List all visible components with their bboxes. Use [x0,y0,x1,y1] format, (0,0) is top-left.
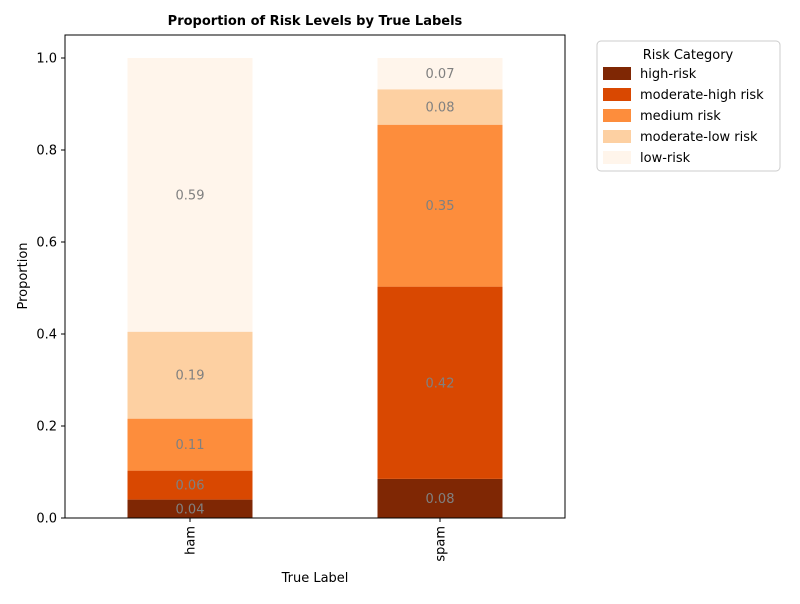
legend-swatch [603,67,631,80]
y-axis: 0.0 0.2 0.4 0.6 0.8 1.0 [36,52,65,527]
data-label: 0.06 [176,479,205,494]
legend-frame [596,40,781,172]
data-label: 0.07 [426,67,455,82]
bar-segment-spam-4 [377,58,503,90]
y-tick-label: 0.4 [36,328,57,343]
y-tick-label: 0.8 [36,144,57,159]
data-label: 0.35 [426,199,455,214]
legend-label: moderate-low risk [640,130,758,145]
data-label: 0.59 [176,188,205,203]
bar-segment-spam-2 [377,124,503,287]
legend-label: low-risk [640,151,691,166]
axes-frame [64,34,566,519]
bar-segment-ham-3 [127,331,253,419]
legend-label: moderate-high risk [640,88,764,103]
legend-swatch [603,109,631,122]
legend-swatch [603,88,631,101]
legend-title: Risk Category [643,48,734,63]
legend-swatch [603,151,631,164]
bar-segment-spam-0 [377,478,503,518]
y-tick-label: 0.2 [36,420,57,435]
y-axis-label: Proportion [16,242,31,309]
legend-label: high-risk [640,67,697,82]
bar-segment-ham-4 [127,58,253,332]
bar-segment-ham-1 [127,470,253,500]
legend-label: medium risk [640,109,721,124]
y-tick-label: 0.0 [36,512,57,527]
y-tick-label: 1.0 [36,52,57,67]
x-axis-label: True Label [281,571,349,586]
data-label: 0.08 [426,492,455,507]
y-tick-label: 0.6 [36,236,57,251]
data-label: 0.04 [176,502,205,517]
x-axis: ham spam [184,518,449,562]
legend: Risk Category high-risk moderate-high ris… [596,40,781,172]
bar-segment-spam-1 [377,286,503,479]
bar-segment-ham-0 [127,499,253,518]
data-label: 0.42 [426,376,455,391]
legend-items: high-risk moderate-high risk medium risk mo… [603,67,764,166]
data-labels-layer: 0.04 0.06 0.11 0.19 0.59 0.08 0.42 0.35 0.08 0.07 [176,67,455,517]
x-tick-label-ham: ham [184,526,199,555]
bar-segment-ham-2 [127,418,253,471]
data-label: 0.11 [176,438,205,453]
x-tick-label-spam: spam [434,526,449,562]
chart-title: Proportion of Risk Levels by True Labels [168,14,463,29]
legend-swatch [603,130,631,143]
data-label: 0.19 [176,369,205,384]
bars-layer [127,58,503,518]
data-label: 0.08 [426,100,455,115]
bar-segment-spam-3 [377,89,503,125]
